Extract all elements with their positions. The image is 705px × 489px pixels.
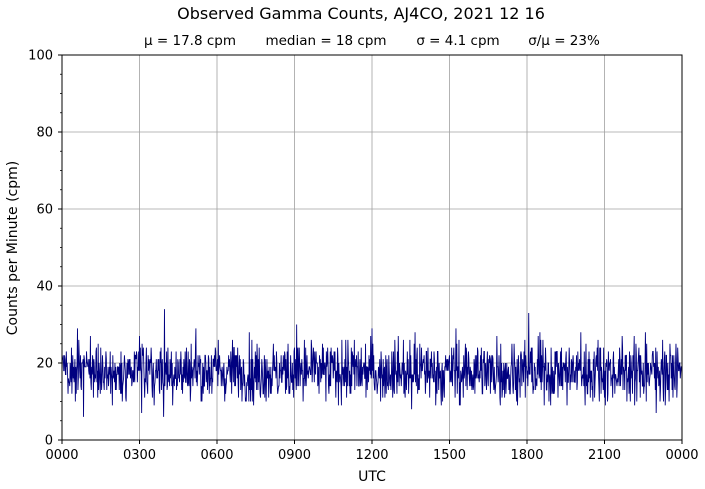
series-layer [61,309,683,417]
stat-cv: σ/μ = 23% [528,33,600,49]
x-tick-label: 0000 [45,448,78,463]
stat-sigma: σ = 4.1 cpm [416,33,499,49]
y-tick-label: 20 [36,357,53,372]
stat-mean: μ = 17.8 cpm [144,33,236,49]
stat-median: median = 18 cpm [265,33,386,49]
axis-ticks: 0000 0300 0600 0900 1200 1500 1800 2100 00000204… [28,49,698,464]
x-tick-label: 0000 [665,448,698,463]
y-tick-label: 0 [45,434,53,449]
x-tick-label: 1200 [355,448,388,463]
grid-lines [62,55,682,440]
x-tick-label: 0900 [278,448,311,463]
x-axis-label: UTC [358,469,386,485]
x-tick-label: 0300 [123,448,156,463]
plot-frame [61,54,683,441]
x-tick-label: 2100 [588,448,621,463]
y-tick-label: 40 [36,280,53,295]
chart-title: Observed Gamma Counts, AJ4CO, 2021 12 16 [177,4,545,23]
series-line [61,309,683,417]
y-tick-label: 60 [36,203,53,218]
y-tick-label: 100 [28,49,53,64]
x-tick-label: 1800 [510,448,543,463]
y-axis-label: Counts per Minute (cpm) [5,161,21,335]
x-tick-label: 1500 [433,448,466,463]
x-tick-label: 0600 [200,448,233,463]
y-tick-label: 80 [36,126,53,141]
